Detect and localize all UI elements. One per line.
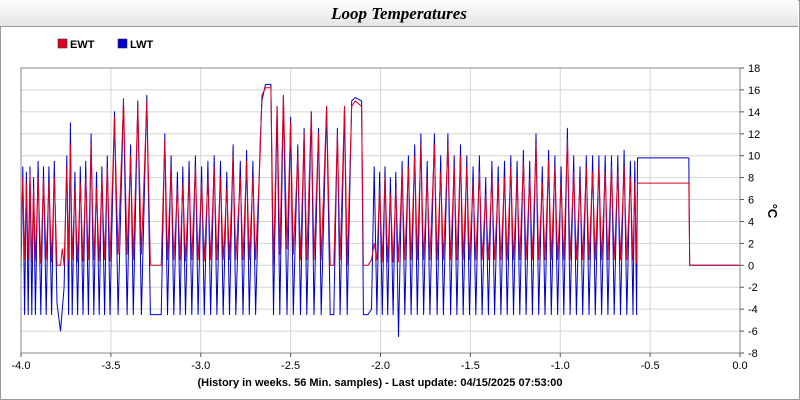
y-tick-label: -8 <box>748 348 758 360</box>
y-tick-label: 14 <box>748 107 760 119</box>
x-tick-label: -3.5 <box>101 360 120 372</box>
x-tick-label: -1.5 <box>461 360 480 372</box>
x-tick-label: -2.5 <box>281 360 300 372</box>
y-tick-label: 18 <box>748 63 760 75</box>
y-axis-ticks: -8 -6 -4 -2 0 2 4 6 8 10 12 14 16 18 <box>740 63 760 360</box>
y-axis-label: °C <box>765 204 780 219</box>
legend-label-ewt: EWT <box>70 39 95 51</box>
y-tick-label: 2 <box>748 238 754 250</box>
y-tick-label: 8 <box>748 173 754 185</box>
x-tick-label: -2.0 <box>371 360 390 372</box>
legend: EWT LWT <box>57 38 153 51</box>
x-tick-label: 0.0 <box>732 360 747 372</box>
legend-swatch-ewt <box>57 38 68 49</box>
y-tick-label: 6 <box>748 195 754 207</box>
x-tick-label: -3.0 <box>191 360 210 372</box>
y-tick-label: -6 <box>748 326 758 338</box>
series-line-ewt <box>20 87 740 266</box>
y-tick-label: 10 <box>748 151 760 163</box>
x-axis-ticks: -4.0 -3.5 -3.0 -2.5 -2.0 -1.5 -1.0 -0.5 0.0 <box>12 353 748 372</box>
y-tick-label: 4 <box>748 216 754 228</box>
chart-title: Loop Temperatures <box>331 4 467 23</box>
y-tick-label: -2 <box>748 282 758 294</box>
legend-label-lwt: LWT <box>130 39 153 51</box>
y-tick-label: -4 <box>748 304 758 316</box>
y-tick-label: 16 <box>748 85 760 97</box>
x-tick-label: -4.0 <box>12 360 31 372</box>
title-bar: Loop Temperatures <box>0 0 798 27</box>
x-tick-label: -1.0 <box>551 360 570 372</box>
series-lines <box>20 83 740 338</box>
x-tick-label: -0.5 <box>641 360 660 372</box>
legend-swatch-lwt <box>117 38 128 49</box>
y-tick-label: 0 <box>748 260 754 272</box>
x-axis-label: (History in weeks. 56 Min. samples) - La… <box>198 377 563 389</box>
y-tick-label: 12 <box>748 129 760 141</box>
